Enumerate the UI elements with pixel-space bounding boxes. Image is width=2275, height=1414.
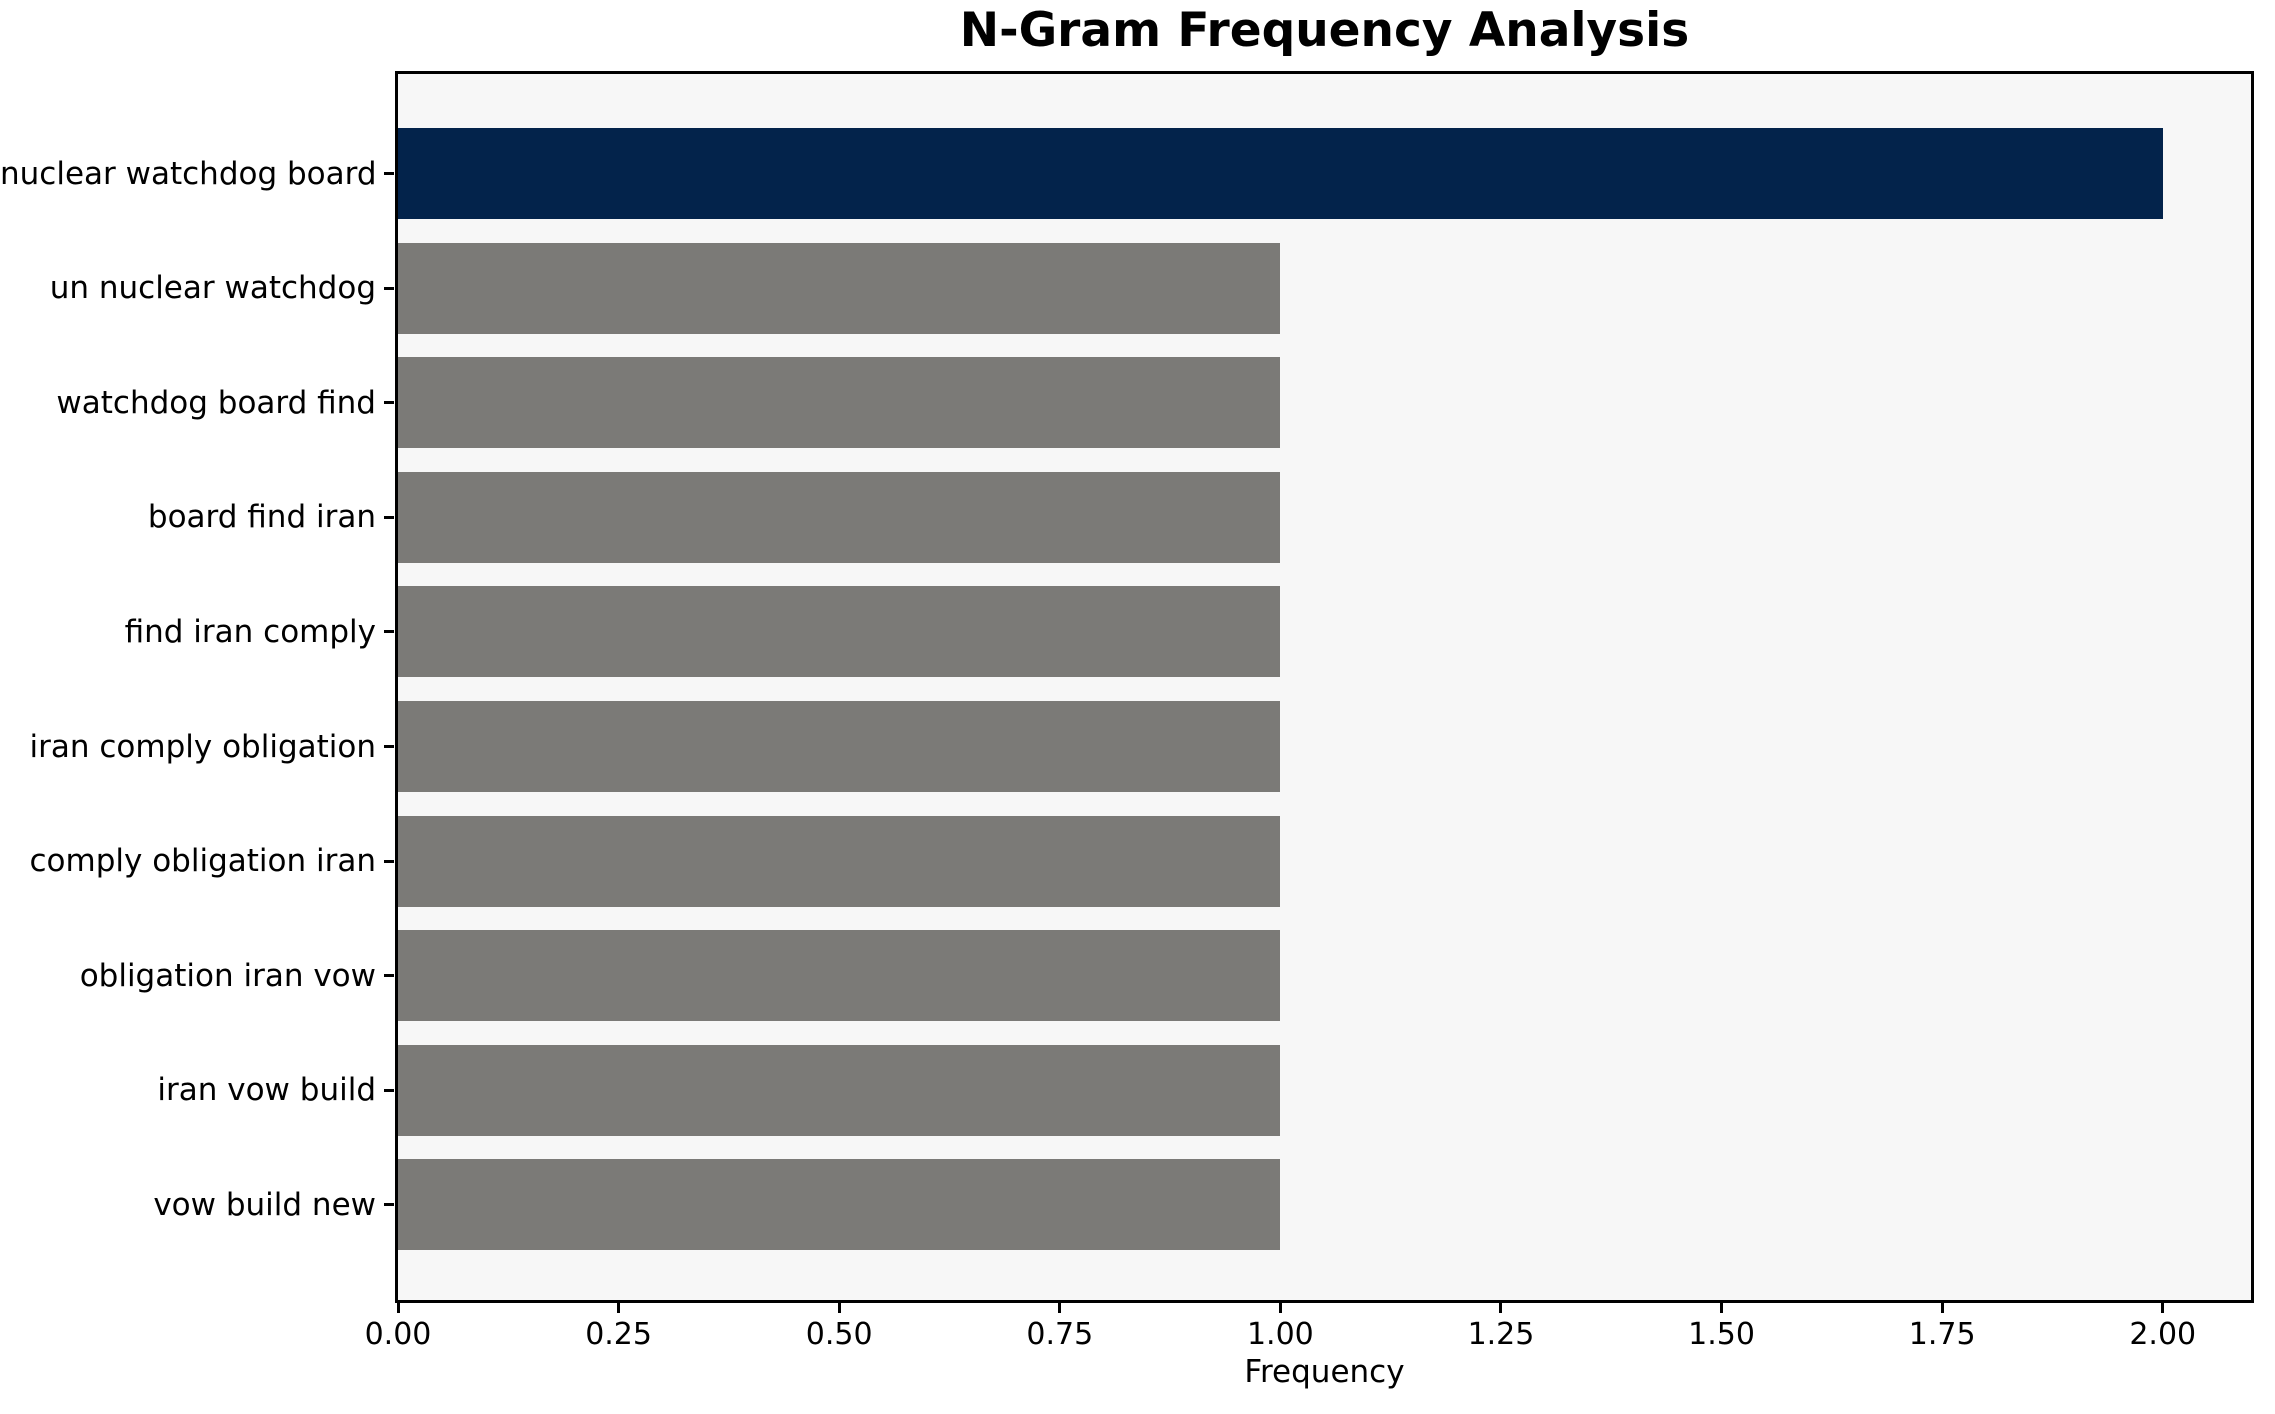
y-tick-label: watchdog board find bbox=[56, 384, 376, 421]
chart-title: N-Gram Frequency Analysis bbox=[959, 3, 1690, 58]
x-tick-mark bbox=[2161, 1303, 2165, 1313]
x-axis-label: Frequency bbox=[1244, 1354, 1405, 1390]
x-tick-mark bbox=[1940, 1303, 1944, 1313]
bar bbox=[398, 471, 1281, 563]
bar bbox=[398, 815, 1281, 907]
x-tick-label: 0.75 bbox=[1026, 1317, 1094, 1352]
bar bbox=[398, 242, 1281, 334]
y-tick-mark bbox=[384, 1088, 394, 1092]
bar bbox=[398, 930, 1281, 1022]
x-tick-label: 1.75 bbox=[1908, 1317, 1976, 1352]
x-tick-label: 0.00 bbox=[364, 1317, 432, 1352]
x-tick-mark bbox=[617, 1303, 621, 1313]
y-tick-label: obligation iran vow bbox=[79, 957, 376, 994]
bar bbox=[398, 586, 1281, 678]
y-tick-label: find iran comply bbox=[124, 613, 376, 650]
x-tick-label: 2.00 bbox=[2129, 1317, 2197, 1352]
y-tick-mark bbox=[384, 974, 394, 978]
x-tick-label: 1.50 bbox=[1688, 1317, 1755, 1352]
bar bbox=[398, 1159, 1281, 1251]
y-tick-label: vow build new bbox=[153, 1186, 376, 1223]
y-tick-label: comply obligation iran bbox=[29, 843, 376, 880]
y-tick-mark bbox=[384, 286, 394, 290]
x-tick-mark bbox=[396, 1303, 400, 1313]
x-tick-mark bbox=[837, 1303, 841, 1313]
y-tick-label: iran vow build bbox=[157, 1072, 376, 1109]
y-tick-label: board find iran bbox=[147, 499, 376, 536]
x-tick-label: 0.25 bbox=[585, 1317, 652, 1352]
x-tick-mark bbox=[1499, 1303, 1503, 1313]
x-tick-label: 0.50 bbox=[805, 1317, 873, 1352]
y-tick-mark bbox=[384, 401, 394, 405]
y-tick-label: un nuclear watchdog bbox=[49, 270, 376, 307]
x-tick-mark bbox=[1058, 1303, 1062, 1313]
bar bbox=[398, 128, 2163, 219]
x-tick-label: 1.25 bbox=[1467, 1317, 1535, 1352]
bar bbox=[398, 1044, 1281, 1136]
y-tick-mark bbox=[384, 172, 394, 175]
y-tick-mark bbox=[384, 745, 394, 748]
y-tick-mark bbox=[384, 630, 394, 634]
plot-area bbox=[395, 71, 2254, 1303]
y-tick-mark bbox=[384, 1203, 394, 1207]
y-tick-label: nuclear watchdog board bbox=[0, 155, 377, 192]
x-tick-mark bbox=[1720, 1303, 1724, 1313]
bar bbox=[398, 357, 1281, 449]
y-tick-mark bbox=[384, 859, 394, 863]
y-tick-mark bbox=[384, 515, 394, 519]
y-tick-label: iran comply obligation bbox=[29, 728, 376, 765]
x-tick-label: 1.00 bbox=[1246, 1317, 1314, 1352]
bar bbox=[398, 701, 1281, 792]
x-tick-mark bbox=[1278, 1303, 1282, 1313]
